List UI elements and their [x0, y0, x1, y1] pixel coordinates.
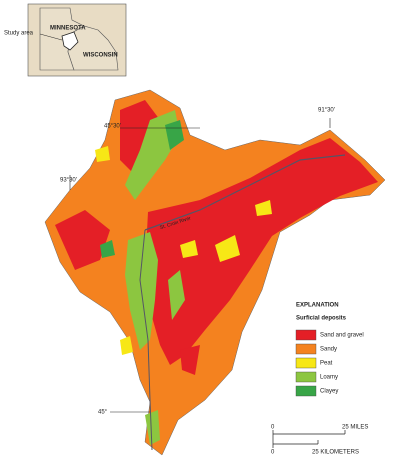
- deposit-area: [215, 235, 240, 262]
- basin: St. Croix River: [44, 89, 386, 456]
- deposit-area: [168, 270, 185, 320]
- scale-label: 0: [271, 425, 275, 431]
- coordinate-label: 91°30': [318, 108, 335, 114]
- coordinates: 91°30' 45°30' 93°30' 45°: [60, 108, 335, 416]
- legend: EXPLANATION Surficial deposits Sand and …: [295, 303, 364, 397]
- scale-label: 0: [271, 450, 275, 456]
- coordinate-label: 45°30': [104, 124, 121, 130]
- deposit-area: [145, 410, 160, 445]
- inset-map: Study area MINNESOTA WISCONSIN: [4, 3, 127, 77]
- river: [144, 154, 346, 231]
- inset-pointer: [39, 33, 63, 41]
- legend-swatch: [295, 371, 317, 383]
- scale-bar: 0 25 MILES 0 25 KILOMETERS: [271, 425, 368, 456]
- scale-label: 25 MILES: [342, 425, 368, 431]
- coordinate-label: 93°30': [60, 178, 77, 184]
- legend-swatch: [295, 357, 317, 369]
- legend-label: Clayey: [320, 389, 338, 395]
- deposit-area: [255, 200, 272, 216]
- deposit-area: [100, 240, 115, 258]
- deposit-area: [55, 210, 110, 270]
- scale-label: 25 KILOMETERS: [312, 450, 359, 456]
- legend-swatch: [295, 385, 317, 397]
- legend-label: Sand and gravel: [320, 333, 364, 339]
- deposit-area: [125, 110, 180, 200]
- river: [139, 229, 153, 451]
- inset-label: Study area: [4, 31, 34, 37]
- deposit-area: [165, 120, 184, 150]
- legend-label: Loamy: [320, 375, 338, 381]
- legend-label: Sandy: [320, 347, 337, 353]
- deposit-area: [120, 100, 160, 175]
- legend-title: EXPLANATION: [296, 303, 339, 309]
- legend-swatch: [295, 329, 317, 341]
- legend-subtitle: Surficial deposits: [296, 316, 347, 322]
- deposit-area: [180, 240, 198, 258]
- deposit-area: [120, 336, 133, 355]
- legend-swatch: [295, 343, 317, 355]
- state-label: MINNESOTA: [50, 26, 86, 32]
- deposit-area: [145, 138, 378, 365]
- coordinate-label: 45°: [98, 410, 108, 416]
- deposit-area: [95, 146, 110, 162]
- wisconsin-shape: [67, 25, 119, 71]
- inset-study-area: [61, 31, 79, 51]
- state-label: WISCONSIN: [83, 53, 118, 59]
- deposit-area: [180, 345, 200, 375]
- legend-label: Peat: [320, 361, 333, 367]
